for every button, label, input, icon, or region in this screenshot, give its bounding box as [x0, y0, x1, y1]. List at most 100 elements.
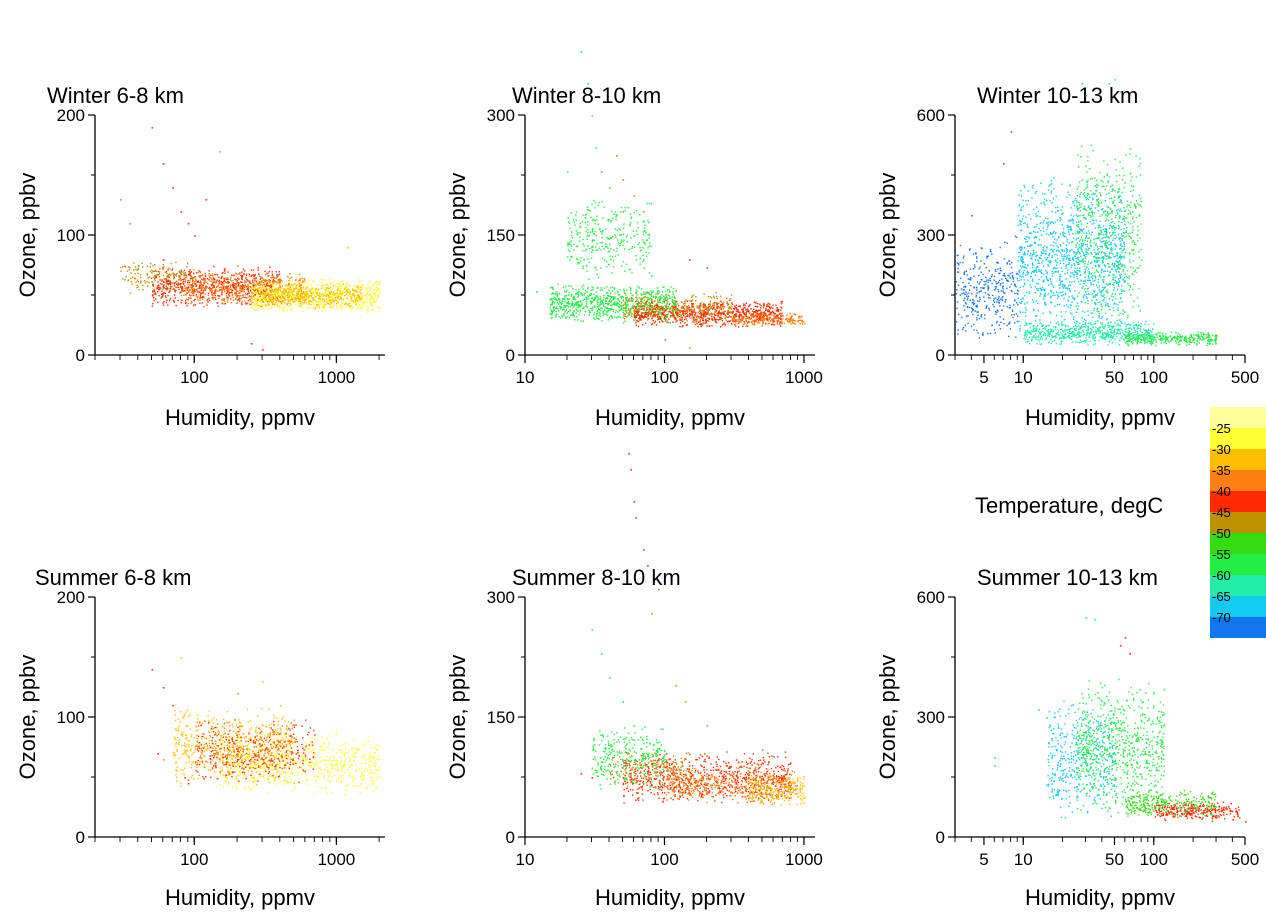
- scatter-point: [617, 242, 619, 244]
- scatter-point: [648, 302, 650, 304]
- scatter-point: [567, 216, 569, 219]
- scatter-point: [644, 224, 646, 226]
- scatter-point: [597, 298, 600, 300]
- scatter-point: [237, 283, 240, 286]
- scatter-point: [649, 303, 651, 305]
- scatter-point: [724, 323, 727, 326]
- scatter-point: [147, 277, 149, 279]
- scatter-point: [290, 288, 292, 290]
- scatter-point: [720, 305, 722, 307]
- scatter-point: [605, 292, 608, 294]
- scatter-point: [647, 233, 649, 236]
- scatter-point: [226, 301, 229, 303]
- scatter-point: [277, 288, 280, 290]
- scatter-point: [212, 273, 214, 275]
- scatter-point: [186, 276, 188, 278]
- scatter-point: [366, 301, 368, 303]
- scatter-point: [645, 311, 647, 314]
- scatter-point: [372, 289, 375, 291]
- scatter-point: [633, 316, 635, 319]
- scatter-point: [182, 287, 184, 289]
- scatter-point: [365, 298, 367, 300]
- scatter-point: [771, 318, 773, 320]
- scatter-point: [283, 284, 286, 286]
- scatter-point: [201, 302, 203, 304]
- scatter-point: [657, 311, 660, 313]
- scatter-point: [733, 307, 735, 310]
- scatter-point: [636, 320, 638, 322]
- scatter-point: [325, 298, 328, 300]
- scatter-point: [635, 300, 638, 302]
- scatter-point: [303, 295, 306, 298]
- scatter-point: [604, 309, 606, 311]
- scatter-point: [582, 299, 584, 301]
- scatter-point: [238, 300, 241, 302]
- scatter-point: [567, 242, 569, 244]
- scatter-point: [756, 312, 758, 314]
- scatter-point: [315, 290, 318, 293]
- scatter-point: [613, 297, 615, 300]
- scatter-point: [232, 283, 235, 286]
- scatter-point: [250, 284, 253, 286]
- scatter-point: [739, 321, 741, 323]
- scatter-point: [342, 290, 344, 292]
- scatter-point: [743, 306, 745, 309]
- scatter-point: [185, 302, 187, 304]
- scatter-point: [596, 314, 598, 317]
- scatter-point: [586, 206, 589, 208]
- scatter-point: [322, 298, 324, 300]
- scatter-point: [602, 217, 604, 219]
- scatter-point: [286, 289, 288, 292]
- scatter-point: [223, 277, 225, 280]
- scatter-point: [661, 315, 663, 317]
- scatter-point: [634, 319, 636, 321]
- scatter-point: [674, 318, 676, 320]
- scatter-point: [288, 289, 290, 291]
- scatter-point: [271, 306, 273, 308]
- scatter-point: [651, 298, 653, 300]
- scatter-point: [251, 298, 253, 301]
- scatter-point: [644, 312, 646, 315]
- scatter-point: [323, 305, 326, 307]
- scatter-point: [625, 294, 627, 296]
- scatter-point: [333, 280, 335, 282]
- scatter-point: [601, 242, 603, 244]
- scatter-point: [598, 308, 600, 310]
- scatter-point: [223, 280, 226, 283]
- scatter-point: [285, 291, 288, 293]
- scatter-point: [244, 296, 246, 299]
- scatter-point: [657, 297, 659, 299]
- scatter-point: [162, 292, 164, 295]
- scatter-point: [641, 307, 643, 309]
- scatter-point: [299, 294, 301, 296]
- scatter-point: [322, 304, 325, 306]
- scatter-point: [166, 272, 168, 275]
- scatter-point: [163, 278, 166, 280]
- scatter-point: [290, 308, 292, 310]
- scatter-point: [263, 293, 266, 295]
- scatter-point: [779, 318, 782, 320]
- scatter-point: [308, 297, 310, 299]
- scatter-point: [786, 314, 788, 316]
- scatter-point: [579, 240, 581, 242]
- scatter-point: [664, 305, 666, 307]
- scatter-point: [666, 316, 669, 318]
- scatter-point: [651, 305, 653, 307]
- scatter-point: [319, 297, 321, 299]
- scatter-point: [148, 281, 150, 284]
- scatter-point: [698, 316, 701, 319]
- scatter-point: [167, 304, 169, 306]
- scatter-point: [655, 324, 658, 326]
- scatter-point: [289, 293, 291, 295]
- scatter-point: [719, 295, 722, 297]
- scatter-point: [659, 298, 662, 301]
- scatter-point: [220, 281, 222, 283]
- scatter-point: [291, 292, 293, 294]
- scatter-point: [707, 317, 709, 319]
- scatter-point: [316, 294, 318, 296]
- scatter-point: [199, 280, 202, 282]
- scatter-point: [160, 293, 163, 295]
- scatter-point: [753, 321, 756, 324]
- scatter-point: [565, 294, 568, 297]
- scatter-point: [671, 315, 674, 318]
